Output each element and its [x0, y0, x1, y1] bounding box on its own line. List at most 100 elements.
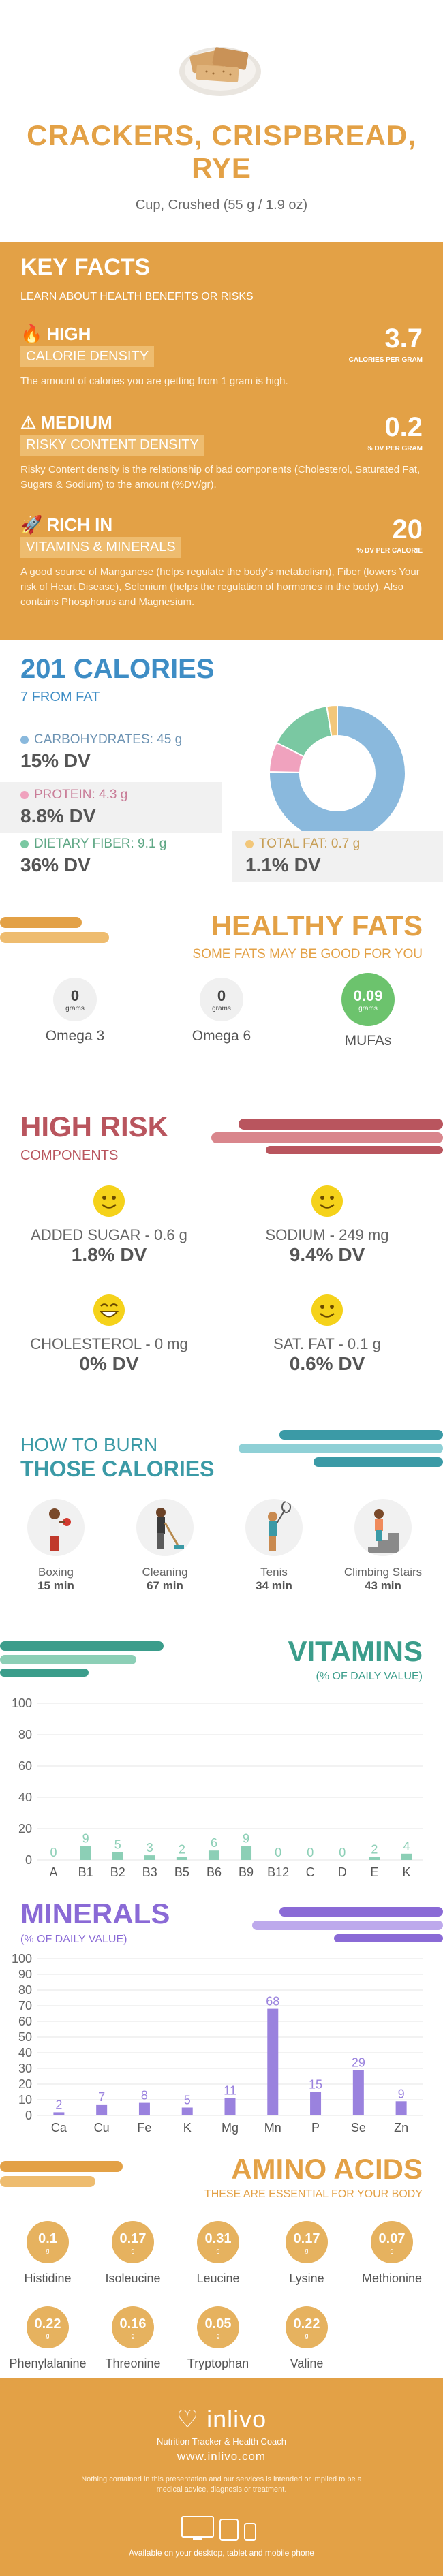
vitamin-category-label: B12 [267, 1865, 289, 1879]
amino-item-tryptophan: 0.05 g Tryptophan [177, 2306, 259, 2371]
fact-value: 20 [392, 514, 423, 544]
amino-name: Histidine [24, 2271, 72, 2285]
mineral-category-label: Cu [94, 2121, 110, 2135]
vitamin-value-label: 9 [82, 1831, 89, 1845]
fact-label: CALORIE DENSITY [20, 346, 155, 367]
fact-label: VITAMINS & MINERALS [20, 537, 181, 558]
amino-item-methionine: 0.07 g Methionine [351, 2221, 433, 2286]
risk-sodium: SODIUM - 249 mg 9.4% DV [225, 1185, 429, 1266]
vitamin-value-label: 2 [371, 1842, 378, 1856]
amino-unit: g [305, 2246, 309, 2254]
activity-time: 15 min [37, 1579, 74, 1592]
fat-name: Omega 3 [45, 1028, 105, 1044]
mineral-ytick: 0 [25, 2109, 32, 2122]
amino-value: 0.05 [204, 2316, 232, 2331]
fat-dot-icon [245, 840, 254, 848]
protein-dot-icon [20, 791, 29, 799]
amino-unit: g [131, 2331, 135, 2339]
amino-unit: g [390, 2246, 394, 2254]
fat-omega3: 0 grams Omega 3 [20, 978, 129, 1044]
mineral-value-label: 2 [55, 2098, 62, 2111]
decorative-stripes [0, 917, 109, 943]
vitamin-value-label: 0 [275, 1846, 281, 1859]
vitamin-category-label: B1 [78, 1865, 93, 1879]
fact-description: The amount of calories you are getting f… [20, 375, 288, 387]
activity-time: 43 min [365, 1579, 401, 1592]
vitamin-bar [208, 1850, 219, 1860]
mineral-bar [224, 2098, 236, 2115]
risk-name: ADDED SUGAR - 0.6 g [31, 1226, 187, 1243]
vitamin-bar [176, 1857, 187, 1860]
fact-label: RISKY CONTENT DENSITY [20, 435, 204, 456]
vitamins-section: VITAMINS (% OF DAILY VALUE) 0 20 40 60 80 100… [0, 1628, 443, 1887]
vitamin-category-label: E [370, 1865, 378, 1879]
fact-value: 3.7 [384, 324, 423, 354]
vitamin-value-label: 4 [403, 1840, 410, 1853]
amino-unit: g [216, 2246, 220, 2254]
mineral-category-label: Fe [137, 2121, 151, 2135]
macro-dv: 15% DV [20, 750, 91, 771]
tennis-icon [245, 1499, 303, 1556]
vitamin-ytick: 40 [18, 1790, 32, 1804]
vitamin-bar [369, 1857, 380, 1860]
header: CRACKERS, CRISPBREAD, RYE Cup, Crushed (… [0, 0, 443, 228]
risk-dv: 0.6% DV [289, 1353, 365, 1374]
rocket-icon: 🚀 [20, 514, 43, 535]
amino-unit: g [216, 2331, 220, 2339]
minerals-bar-chart: 0 10 20 30 40 50 60 70 80 90 100 2 Ca 7 Cu 8 Fe 5 K 11 Mg 68 M… [12, 1952, 423, 2135]
fact-level: RICH IN [46, 514, 113, 535]
decorative-stripes [252, 1907, 443, 1942]
mineral-value-label: 5 [184, 2094, 191, 2107]
vitamin-category-label: B5 [174, 1865, 189, 1879]
vitamin-ytick: 0 [25, 1853, 32, 1867]
fiber-dot-icon [20, 840, 29, 848]
vitamin-bar [401, 1853, 412, 1860]
mineral-value-label: 68 [266, 1995, 279, 2008]
fact-vitamins-minerals: 🚀 RICH IN VITAMINS & MINERALS 20 % DV PER… [20, 514, 423, 610]
heart-icon: ♡ [176, 2405, 200, 2433]
amino-value-circle: 0.17 g [112, 2221, 154, 2263]
footer-devices: Available on your desktop, tablet and mo… [129, 2548, 314, 2558]
mineral-bar [96, 2104, 108, 2115]
amino-value: 0.31 [204, 2231, 232, 2246]
fact-calorie-density: 🔥 HIGH CALORIE DENSITY 3.7 CALORIES PER G… [20, 324, 423, 389]
risk-dv: 1.8% DV [71, 1244, 147, 1265]
macro-label: CARBOHYDRATES: 45 g [34, 732, 183, 747]
vitamins-title: VITAMINS [288, 1635, 423, 1667]
mineral-ytick: 50 [18, 2030, 32, 2044]
fact-unit: CALORIES PER GRAM [348, 356, 423, 364]
mineral-bar [352, 2070, 364, 2115]
logo-text: inlivo [207, 2405, 267, 2433]
vitamin-category-label: B6 [207, 1865, 222, 1879]
mineral-ytick: 90 [18, 1968, 32, 1981]
amino-item-lysine: 0.17 g Lysine [266, 2221, 348, 2286]
risk-sat-fat: SAT. FAT - 0.1 g 0.6% DV [225, 1294, 429, 1375]
amino-item-leucine: 0.31 g Leucine [177, 2221, 259, 2286]
mineral-category-label: Zn [394, 2121, 408, 2135]
amino-value: 0.16 [119, 2316, 147, 2331]
vitamins-bar-chart: 0 20 40 60 80 100 0 A 9 B1 5 B2 3 B3 2 B5 6 B6 9 B9 0 B12 0 C 0 D… [12, 1696, 423, 1879]
minerals-section: MINERALS (% OF DAILY VALUE) 0 10 20 30 40 50 6… [0, 1894, 443, 2139]
mineral-category-label: Mg [222, 2121, 239, 2135]
inlivo-logo: ♡ inlivo [0, 2405, 443, 2434]
activity-cleaning: Cleaning 67 min [114, 1499, 216, 1593]
vitamin-ytick: 60 [18, 1759, 32, 1773]
mineral-ytick: 100 [12, 1952, 32, 1966]
amino-value-circle: 0.22 g [286, 2306, 328, 2348]
carbs-dot-icon [20, 736, 29, 744]
amino-name: Lysine [289, 2271, 324, 2285]
fat-value-circle: 0 grams [200, 978, 243, 1021]
amino-unit: g [46, 2331, 50, 2339]
serving-size: Cup, Crushed (55 g / 1.9 oz) [135, 198, 308, 213]
amino-subtitle: THESE ARE ESSENTIAL FOR YOUR BODY [204, 2188, 423, 2200]
footer-url-link[interactable]: www.inlivo.com [177, 2450, 266, 2463]
calories-subtitle: 7 FROM FAT [20, 689, 100, 704]
amino-acids-section: AMINO ACIDS THESE ARE ESSENTIAL FOR YOUR… [0, 2146, 443, 2371]
macro-label: TOTAL FAT: 0.7 g [259, 837, 361, 851]
mineral-bar [310, 2092, 322, 2115]
activity-time: 34 min [256, 1579, 292, 1592]
fat-value-circle: 0.09 grams [341, 973, 395, 1026]
activity-stairs: Climbing Stairs 43 min [332, 1499, 434, 1593]
vitamin-value-label: 9 [243, 1831, 249, 1845]
fact-value: 0.2 [384, 412, 423, 442]
